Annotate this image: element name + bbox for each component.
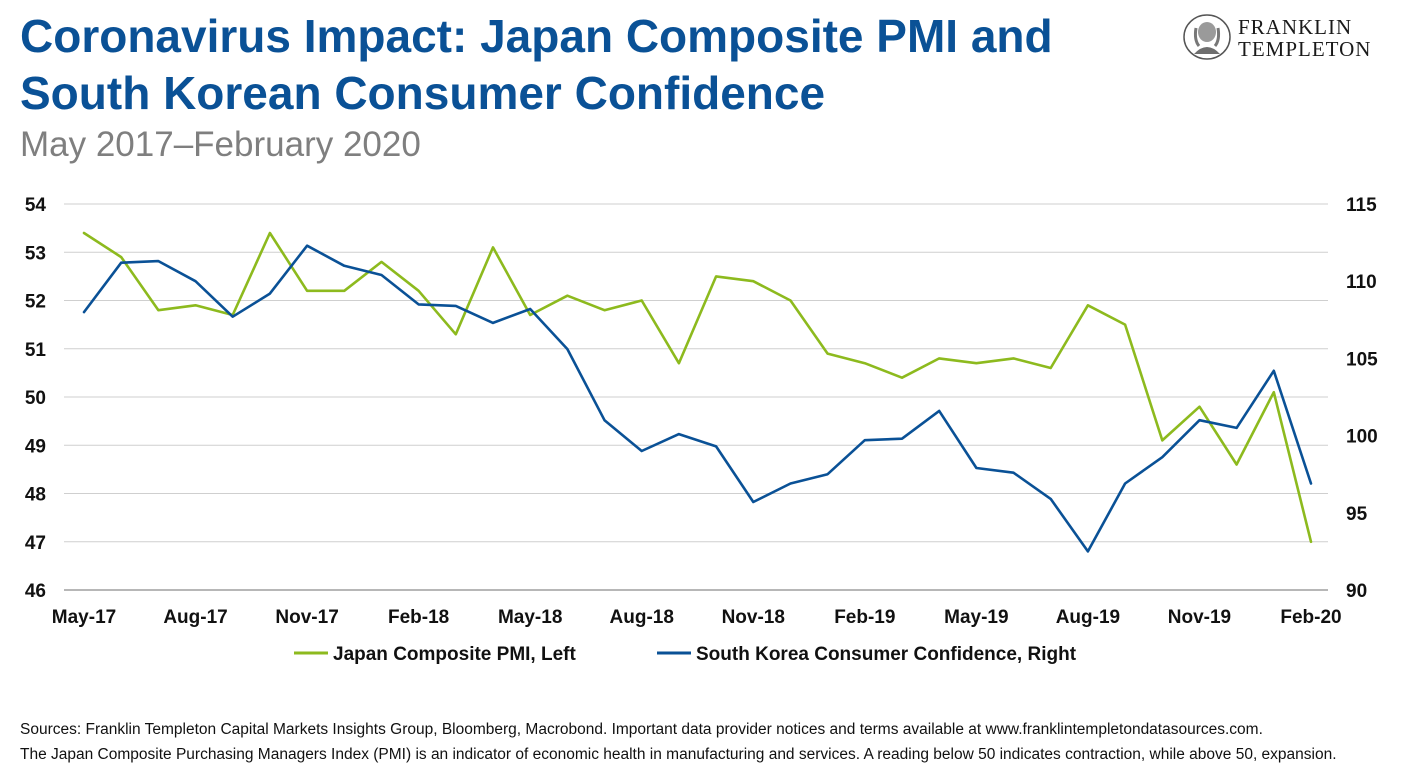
chart-title-line-2: South Korean Consumer Confidence: [20, 67, 826, 119]
left-tick-label: 51: [25, 340, 47, 361]
dual-axis-line-chart: 46 47 48 49 50 51 52 53 54 90 95 100 105 110 115 May-…: [25, 195, 1378, 665]
chart-subtitle: May 2017–February 2020: [20, 125, 421, 164]
left-tick-label: 49: [25, 436, 46, 457]
sources-note: Sources: Franklin Templeton Capital Mark…: [20, 721, 1263, 738]
right-tick-label: 115: [1346, 195, 1377, 216]
left-tick-label: 50: [25, 388, 46, 409]
logo-line-2: TEMPLETON: [1238, 37, 1372, 61]
right-tick-label: 110: [1346, 272, 1377, 293]
left-tick-label: 54: [25, 195, 47, 216]
logo-wordmark: FRANKLIN TEMPLETON: [1238, 16, 1371, 60]
left-tick-label: 48: [25, 485, 46, 506]
legend-label: Japan Composite PMI, Left: [333, 644, 576, 665]
left-tick-label: 52: [25, 292, 46, 313]
x-tick-label: Nov-17: [275, 607, 338, 628]
gridlines: [64, 203, 1328, 591]
x-tick-label: May-17: [52, 607, 116, 628]
x-tick-label: Aug-17: [163, 607, 227, 628]
x-tick-label: Nov-19: [1168, 607, 1231, 628]
series-line-korea-confidence: [82, 244, 1313, 553]
left-axis-ticks: 46 47 48 49 50 51 52 53 54: [25, 195, 47, 602]
legend-label: South Korea Consumer Confidence, Right: [696, 644, 1077, 665]
right-tick-label: 95: [1346, 504, 1368, 525]
x-tick-label: Aug-19: [1056, 607, 1120, 628]
x-tick-label: May-18: [498, 607, 562, 628]
left-tick-label: 53: [25, 243, 46, 264]
chart-title: Coronavirus Impact: Japan Composite PMI …: [20, 8, 1160, 122]
x-axis-ticks: May-17 Aug-17 Nov-17 Feb-18 May-18 Aug-18 Nov-…: [52, 607, 1342, 628]
logo-line-1: FRANKLIN: [1238, 15, 1353, 39]
series-lines: [82, 231, 1313, 553]
x-tick-label: Aug-18: [610, 607, 674, 628]
series-line-japan-pmi: [82, 231, 1313, 544]
x-tick-label: Feb-19: [834, 607, 895, 628]
left-tick-label: 46: [25, 581, 46, 602]
footnotes: Sources: Franklin Templeton Capital Mark…: [20, 717, 1410, 767]
left-tick-label: 47: [25, 533, 46, 554]
right-tick-label: 90: [1346, 581, 1367, 602]
right-axis-ticks: 90 95 100 105 110 115: [1346, 195, 1378, 602]
x-tick-label: May-19: [944, 607, 1008, 628]
legend: Japan Composite PMI, Left South Korea Con…: [294, 644, 1077, 665]
right-tick-label: 100: [1346, 427, 1378, 448]
pmi-explanation-note: The Japan Composite Purchasing Managers …: [20, 746, 1337, 763]
x-tick-label: Nov-18: [722, 607, 785, 628]
x-tick-label: Feb-18: [388, 607, 449, 628]
chart-title-line-1: Coronavirus Impact: Japan Composite PMI …: [20, 10, 1053, 62]
right-tick-label: 105: [1346, 349, 1378, 370]
benjamin-franklin-portrait-icon: [1183, 14, 1231, 60]
x-tick-label: Feb-20: [1280, 607, 1341, 628]
franklin-templeton-logo: FRANKLIN TEMPLETON: [1182, 14, 1397, 62]
